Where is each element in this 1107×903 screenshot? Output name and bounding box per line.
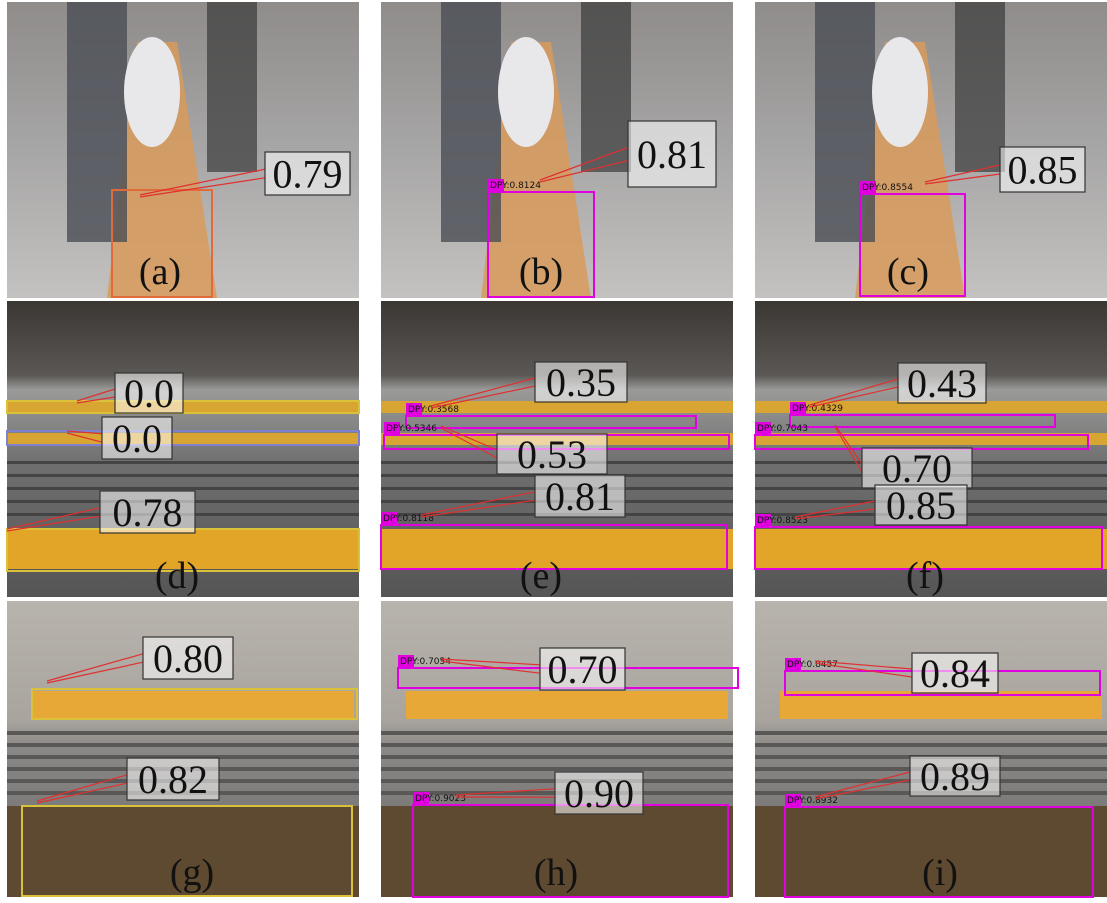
panel: DPY:0.8124 0.81 (b)	[381, 2, 733, 298]
callout-value: 0.84	[920, 651, 990, 696]
callout-value: 0.85	[1008, 148, 1078, 193]
panel: DPY:0.8457DPY:0.89320.840.89(i)	[755, 601, 1107, 897]
person	[815, 2, 875, 242]
panel-label: (a)	[139, 251, 181, 293]
panel: 0.79 (a)	[7, 2, 359, 298]
strip	[32, 691, 354, 719]
panel-label: (b)	[519, 251, 563, 293]
bag	[872, 37, 928, 147]
callout-value: 0.90	[564, 771, 634, 816]
panel-label: (h)	[534, 852, 578, 894]
callout-value: 0.89	[920, 754, 990, 799]
step	[7, 474, 359, 477]
callout-value: 0.81	[545, 474, 615, 519]
callout-value: 0.85	[886, 483, 956, 528]
callout-value: 0.78	[113, 490, 183, 535]
detection-label: DPY:0.5346	[386, 424, 437, 434]
bag	[498, 37, 554, 147]
panel: DPY:0.8554 0.85 (c)	[755, 2, 1107, 298]
bag	[124, 37, 180, 147]
detection-label: DPY:0.9023	[415, 794, 466, 804]
panel-label: (f)	[906, 555, 944, 597]
person	[581, 2, 631, 172]
detection-label: DPY:0.3568	[408, 405, 459, 415]
callout-value: 0.70	[548, 647, 618, 692]
step	[381, 743, 733, 747]
panel: DPY:0.3568 DPY:0.5346 DPY:0.8118 0.35 0.530.…	[381, 301, 733, 597]
step	[7, 743, 359, 747]
detection-label: DPY:0.8554	[862, 183, 913, 193]
strip	[406, 691, 728, 719]
step	[7, 487, 359, 490]
step	[7, 731, 359, 735]
callout-value: 0.82	[138, 757, 208, 802]
step	[381, 755, 733, 759]
strip	[7, 433, 359, 445]
person	[441, 2, 501, 242]
callout-value: 0.80	[153, 636, 223, 681]
step	[381, 767, 733, 771]
detection-label: DPY:0.8523	[757, 516, 808, 526]
panel-label: (d)	[155, 555, 199, 597]
step	[7, 461, 359, 464]
callout-value: 0.43	[907, 361, 977, 406]
callout-value: 0.81	[637, 132, 707, 177]
panel: 0.80 0.82 (g)	[7, 601, 359, 897]
panel: 0.00.0 0.78 (d)	[7, 301, 359, 597]
callout-value: 0.53	[517, 432, 587, 477]
detection-label: DPY:0.7054	[400, 657, 451, 667]
step	[755, 731, 1107, 735]
callout-value: 0.0	[112, 416, 162, 461]
detection-label: DPY:0.8124	[490, 181, 541, 191]
figure: 0.79 (a) DPY:0.8124 0.81 (b) DPY:0.8554 0.85 (c…	[0, 0, 1107, 903]
person	[67, 2, 127, 242]
detection-label: DPY:0.8932	[787, 796, 838, 806]
panel: DPY:0.4329DPY:0.7043DPY:0.85230.430.700.…	[755, 301, 1107, 597]
panel-label: (g)	[170, 852, 214, 894]
callout-value: 0.35	[546, 360, 616, 405]
detection-label: DPY:0.7043	[757, 424, 808, 434]
callout-value: 0.0	[124, 371, 174, 416]
person	[955, 2, 1005, 172]
step	[381, 731, 733, 735]
panel-label: (c)	[887, 251, 929, 293]
panel-label: (i)	[922, 852, 958, 894]
person	[207, 2, 257, 172]
panel: DPY:0.7054 DPY:0.9023 0.70 0.90 (h)	[381, 601, 738, 897]
step	[755, 743, 1107, 747]
callout-value: 0.79	[273, 152, 343, 197]
detection-label: DPY:0.8118	[383, 514, 434, 524]
panel-label: (e)	[520, 555, 562, 597]
